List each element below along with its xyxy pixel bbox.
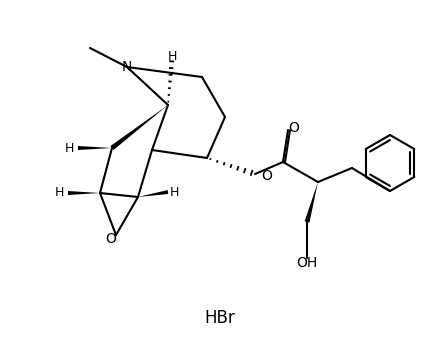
Text: H: H bbox=[65, 142, 74, 154]
Polygon shape bbox=[138, 190, 168, 197]
Text: HBr: HBr bbox=[205, 309, 236, 327]
Polygon shape bbox=[111, 105, 168, 150]
Polygon shape bbox=[68, 191, 100, 195]
Text: H: H bbox=[167, 50, 177, 63]
Polygon shape bbox=[78, 146, 112, 150]
Text: O: O bbox=[106, 232, 116, 246]
Text: N: N bbox=[122, 60, 132, 74]
Text: OH: OH bbox=[296, 256, 318, 270]
Polygon shape bbox=[305, 182, 318, 223]
Text: H: H bbox=[55, 187, 64, 200]
Text: O: O bbox=[261, 169, 272, 183]
Text: H: H bbox=[170, 185, 179, 199]
Text: O: O bbox=[288, 121, 299, 135]
